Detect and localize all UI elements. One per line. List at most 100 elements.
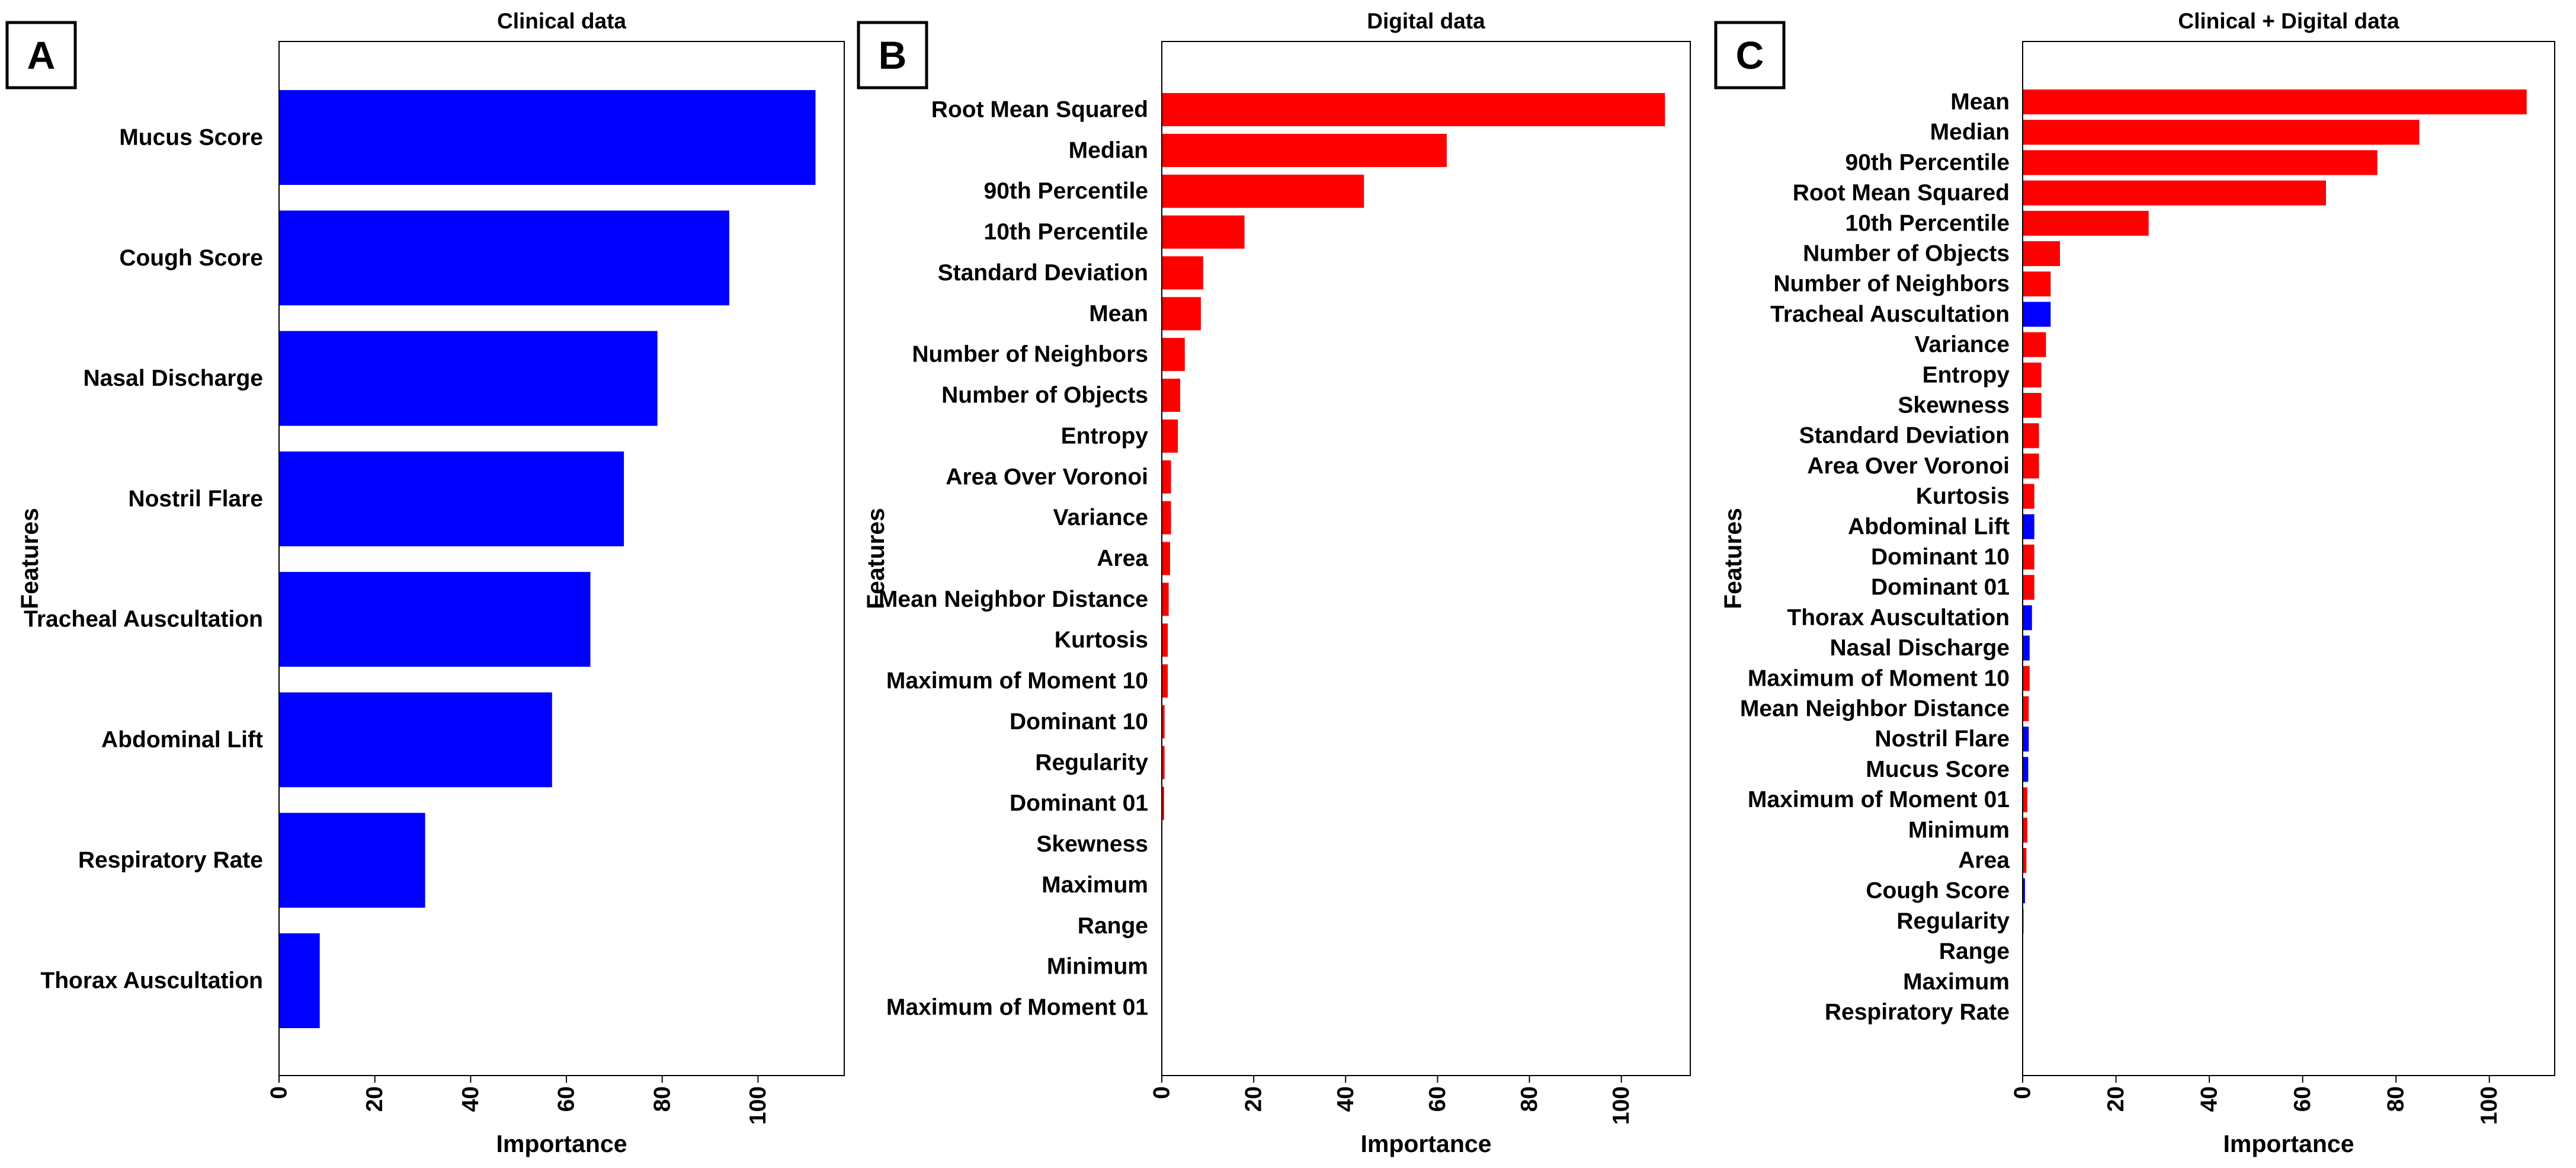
panel-b-bar [1162, 256, 1203, 290]
panel-c-x-tick-label: 40 [2197, 1086, 2222, 1112]
panel-b-category-label: Variance [1053, 505, 1148, 530]
panel-a-x-tick-label: 0 [267, 1086, 292, 1099]
panel-c-bar [2023, 423, 2039, 449]
panel-c-bar [2023, 605, 2032, 631]
panel-b-category-label: Maximum of Moment 10 [886, 668, 1148, 694]
panel-b-category-label: Root Mean Squared [931, 97, 1148, 123]
panel-c-bar [2023, 150, 2378, 175]
panel-c-bar [2023, 514, 2034, 539]
panel-a-category-label: Cough Score [119, 245, 263, 271]
panel-c-category-label: 90th Percentile [1846, 150, 2010, 175]
panel-a-letter: A [27, 33, 56, 77]
panel-b-x-tick-label: 40 [1333, 1086, 1359, 1112]
panel-b-category-label: Entropy [1061, 423, 1149, 449]
panel-c-bar [2023, 89, 2527, 114]
panel-c-category-label: Nasal Discharge [1830, 635, 2010, 661]
panel-b-y-axis-label: Features [862, 508, 889, 609]
panel-c-bar [2023, 332, 2046, 357]
panel-b-bar [1162, 745, 1165, 779]
panel-b-bar [1162, 786, 1164, 820]
panel-a-x-axis-label: Importance [496, 1130, 627, 1157]
panel-c-chart: Mean Median 90th Percentile Root Mean Squar… [1714, 9, 2555, 1157]
panel-a-bar [279, 572, 591, 667]
panel-c-category-label: Maximum of Moment 10 [1748, 665, 2010, 691]
panel-c-category-label: Maximum [1903, 969, 2010, 994]
panel-c-category-label: Dominant 10 [1871, 545, 2010, 570]
panel-a-category-label: Abdominal Lift [101, 727, 263, 753]
panel-b-letter-box [857, 21, 928, 89]
panel-c-category-label: Variance [1915, 332, 2010, 357]
panel-b-category-label: Mean Neighbor Distance [879, 587, 1148, 612]
panel-b-bar [1162, 133, 1447, 167]
panel-c-bar [2023, 848, 2027, 873]
panel-c-category-label: Respiratory Rate [1825, 1000, 2010, 1025]
panel-c-x-tick-label: 0 [2010, 1086, 2036, 1099]
panel-c-x-tick-label: 100 [2476, 1086, 2502, 1125]
panel-b-category-label: Number of Neighbors [912, 342, 1148, 367]
panel-a-bar [279, 451, 624, 546]
panel-c-category-label: 10th Percentile [1846, 210, 2010, 236]
panel-b-category-label: Maximum [1042, 872, 1148, 898]
panel-b-category-label: Area Over Voronoi [946, 464, 1148, 489]
panel-b-bar [1162, 583, 1169, 616]
panel-b-x-axis-label: Importance [1361, 1130, 1492, 1157]
panel-b-bar [1162, 297, 1201, 331]
panel-b-bar [1162, 93, 1665, 126]
panel-b-category-label: 10th Percentile [984, 219, 1148, 245]
panel-b-category-label: Maximum of Moment 01 [886, 995, 1148, 1020]
panel-a-x-tick-label: 40 [458, 1086, 483, 1112]
panel-c-category-label: Mucus Score [1866, 757, 2010, 782]
panel-c-category-label: Dominant 01 [1871, 575, 2010, 600]
panel-a-category-label: Nostril Flare [128, 486, 263, 511]
panel-c-bar [2023, 635, 2030, 661]
panel-b-category-label: Kurtosis [1055, 628, 1148, 653]
panel-a-x-tick-label: 60 [554, 1086, 579, 1112]
panel-c-category-label: Entropy [1923, 362, 2010, 388]
panel-a-x-tick-label: 100 [745, 1086, 771, 1125]
panel-b-category-label: Range [1078, 913, 1148, 939]
panel-c-bar [2023, 302, 2051, 327]
panel-c-bar [2023, 696, 2029, 721]
panel-a-x-tick-label: 80 [649, 1086, 675, 1112]
panel-c-category-label: Regularity [1896, 908, 2010, 934]
panel-a-y-axis-label: Features [16, 508, 43, 609]
panel-c-bar [2023, 787, 2027, 812]
panel-c-letter-box [1714, 21, 1786, 89]
panel-b-x-tick-label: 80 [1517, 1086, 1542, 1112]
panel-a-bar [279, 210, 729, 306]
panel-c-bar [2023, 665, 2030, 691]
panel-a-bar [279, 812, 425, 908]
panel-c-x-axis-label: Importance [2223, 1130, 2354, 1157]
panel-a-title: Clinical data [497, 9, 626, 33]
panel-c-title: Clinical + Digital data [2178, 9, 2399, 33]
panel-b-x-tick-label: 0 [1149, 1086, 1175, 1099]
panel-a-bar [279, 692, 552, 788]
panel-c-category-label: Area [1958, 848, 2010, 873]
panel-c-category-label: Mean [1950, 89, 2010, 115]
panel-b-bar [1162, 542, 1170, 575]
panel-a-category-label: Mucus Score [119, 125, 263, 151]
panel-c-bar [2023, 241, 2061, 266]
panel-b-x-tick-label: 20 [1241, 1086, 1267, 1112]
panel-c-x-tick-label: 60 [2290, 1086, 2315, 1112]
panel-c-category-label: Maximum of Moment 01 [1748, 787, 2010, 812]
panel-c-category-label: Abdominal Lift [1848, 514, 2010, 539]
panel-c-category-label: Range [1939, 939, 2010, 964]
panel-c-category-label: Number of Objects [1803, 241, 2010, 267]
panel-c-plot-frame [2022, 41, 2555, 1076]
panel-b-bar [1162, 338, 1185, 372]
panel-a-category-label: Thorax Auscultation [40, 968, 263, 994]
panel-c-bar [2023, 545, 2034, 569]
panel-b-letter: B [879, 33, 907, 77]
panel-c-bar [2023, 210, 2149, 236]
panel-b-chart: Root Mean Squared Median 90th Percentile 10… [857, 9, 1691, 1157]
panel-a-bar [279, 331, 658, 426]
panel-b-category-label: Regularity [1035, 750, 1148, 775]
panel-c-bar [2023, 817, 2027, 843]
panel-c-category-label: Area Over Voronoi [1807, 453, 2010, 479]
panel-b-bar [1162, 664, 1168, 698]
panel-b-bar [1162, 215, 1245, 249]
panel-c-category-label: Median [1930, 120, 2010, 145]
panel-b-bar [1162, 419, 1178, 453]
